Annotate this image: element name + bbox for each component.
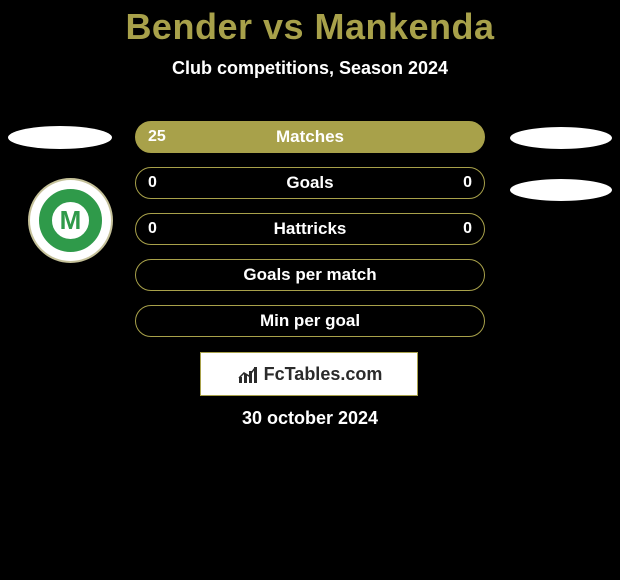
crest-inner-ring: M <box>39 189 102 252</box>
date-line: 30 october 2024 <box>0 408 620 429</box>
stat-row: 0 Goals 0 <box>135 167 485 199</box>
club-crest: M <box>28 178 113 263</box>
fctables-logo-text: FcTables.com <box>264 364 383 385</box>
stat-left-value: 0 <box>148 174 157 192</box>
stat-left-value: 25 <box>148 128 166 146</box>
crest-letter: M <box>60 205 82 236</box>
stat-right-value: 0 <box>463 174 472 192</box>
right-pill-2 <box>510 179 612 201</box>
stat-row: Goals per match <box>135 259 485 291</box>
right-pill-1 <box>510 127 612 149</box>
stat-right-value: 0 <box>463 220 472 238</box>
fctables-logo-box[interactable]: FcTables.com <box>200 352 418 396</box>
left-pill <box>8 126 112 149</box>
stat-left-value: 0 <box>148 220 157 238</box>
stat-row: 0 Hattricks 0 <box>135 213 485 245</box>
subtitle: Club competitions, Season 2024 <box>0 58 620 79</box>
comparison-infographic: Bender vs Mankenda Club competitions, Se… <box>0 0 620 580</box>
stats-container: 25 Matches 0 Goals 0 0 Hattricks 0 Goals per mat… <box>135 121 485 351</box>
bar-chart-icon <box>236 365 258 383</box>
stat-row: Min per goal <box>135 305 485 337</box>
stat-label: Goals <box>286 173 333 193</box>
stat-row: 25 Matches <box>135 121 485 153</box>
stat-label: Goals per match <box>243 265 376 285</box>
crest-outer-ring: M <box>28 178 113 263</box>
stat-label: Min per goal <box>260 311 360 331</box>
stat-label: Matches <box>276 127 344 147</box>
stat-label: Hattricks <box>274 219 347 239</box>
page-title: Bender vs Mankenda <box>0 0 620 48</box>
